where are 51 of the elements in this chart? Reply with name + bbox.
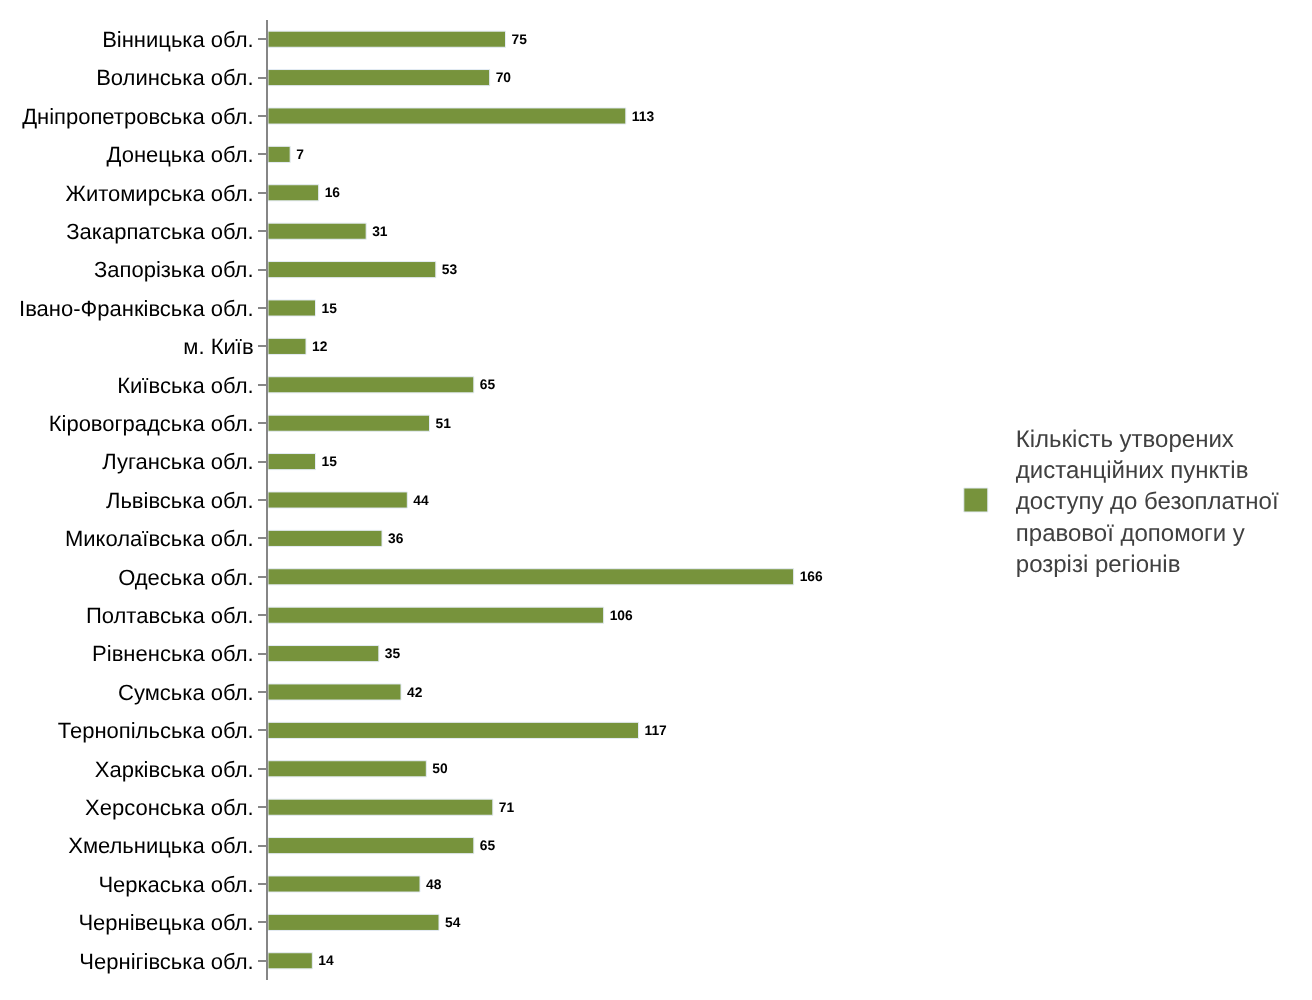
y-tick-label: Волинська обл. (96, 67, 254, 92)
y-tick-label: Рівненська обл. (92, 643, 254, 668)
y-tick-label: Івано-Франківська обл. (19, 297, 254, 322)
y-tick-label: Черкаська обл. (98, 873, 254, 898)
y-tick-label: Тернопільська обл. (57, 720, 254, 745)
bar (268, 107, 627, 125)
y-tick-label: Чернігівська обл. (79, 950, 254, 975)
y-tick-label: Полтавська обл. (85, 604, 254, 629)
bar (268, 337, 307, 355)
legend-label: Кількість утворених дистанційних пунктів доступу до безоплатної правової допомоги у розрізі регіонів (1015, 424, 1280, 578)
bar (268, 491, 408, 509)
y-tick-label: Чернівецька обл. (78, 912, 254, 937)
y-tick-label: Кіровоградська обл. (48, 412, 254, 437)
bar (268, 875, 421, 893)
bar (268, 453, 316, 471)
y-tick-label: Львівська обл. (105, 489, 254, 514)
y-tick-label: Херсонська обл. (85, 796, 254, 821)
y-tick-label: Донецька обл. (106, 144, 254, 169)
bar (268, 376, 475, 394)
y-tick-label: Дніпропетровська обл. (22, 105, 254, 130)
bar (268, 606, 605, 624)
bar (268, 222, 367, 240)
bar (268, 683, 402, 701)
bar (268, 145, 291, 163)
y-tick-label: Запорізька обл. (93, 259, 254, 284)
bar (268, 798, 494, 816)
y-tick-label: Закарпатська обл. (66, 220, 254, 245)
bar (268, 69, 491, 87)
y-tick-label: Харківська обл. (94, 758, 254, 783)
y-tick-label: Хмельницька обл. (68, 835, 254, 860)
bar (268, 30, 506, 48)
bar (268, 721, 639, 739)
bar (268, 414, 430, 432)
bar (268, 837, 475, 855)
bar (268, 529, 383, 547)
y-tick-label: Луганська обл. (102, 451, 254, 476)
bar (268, 952, 313, 970)
y-tick-label: Київська обл. (117, 374, 254, 399)
bar (268, 184, 320, 202)
bar (268, 760, 427, 778)
bar (268, 645, 380, 663)
y-tick-label: Миколаївська обл. (65, 528, 254, 553)
bar (268, 261, 437, 279)
bar (268, 913, 440, 931)
y-tick-label: м. Київ (183, 336, 254, 361)
y-tick-label: Одеська обл. (118, 566, 254, 591)
y-tick-label: Сумська обл. (118, 681, 254, 706)
y-tick-label: Житомирська обл. (65, 182, 254, 207)
bar (268, 299, 316, 317)
bar (268, 568, 795, 586)
y-tick-label: Вінницька обл. (102, 28, 254, 53)
